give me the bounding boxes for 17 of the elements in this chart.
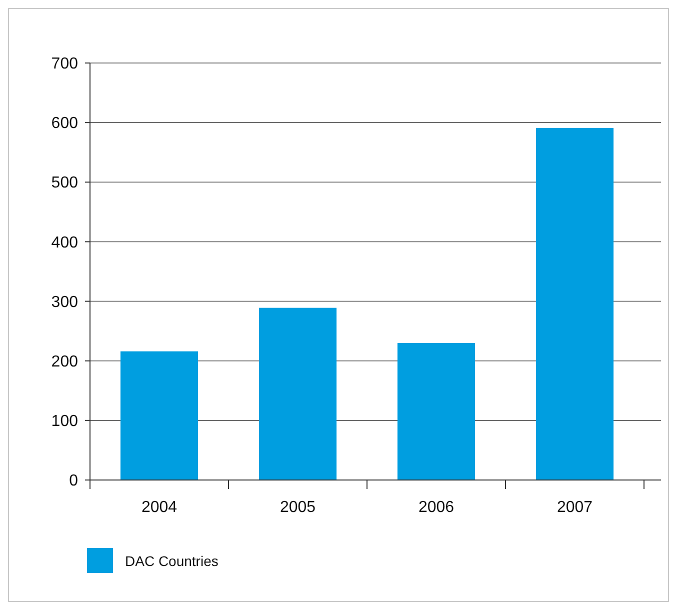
bar: [536, 128, 614, 480]
legend-label: DAC Countries: [125, 552, 218, 569]
x-tick-label: 2006: [418, 499, 454, 516]
bar: [120, 351, 198, 480]
bar: [258, 308, 337, 480]
y-tick-label: 400: [51, 234, 78, 252]
y-tick-label: 300: [51, 294, 78, 311]
y-tick-label: 200: [51, 353, 78, 370]
x-tick-label: 2007: [556, 499, 593, 516]
bar: [397, 342, 476, 480]
y-tick-label: 600: [51, 115, 78, 132]
y-tick-label: 700: [51, 56, 78, 73]
y-tick-label: 0: [69, 472, 78, 490]
x-tick-label: 2004: [141, 499, 178, 516]
y-tick-label: 500: [51, 174, 78, 192]
x-tick-label: 2005: [280, 499, 316, 516]
y-tick-label: 100: [51, 413, 78, 430]
